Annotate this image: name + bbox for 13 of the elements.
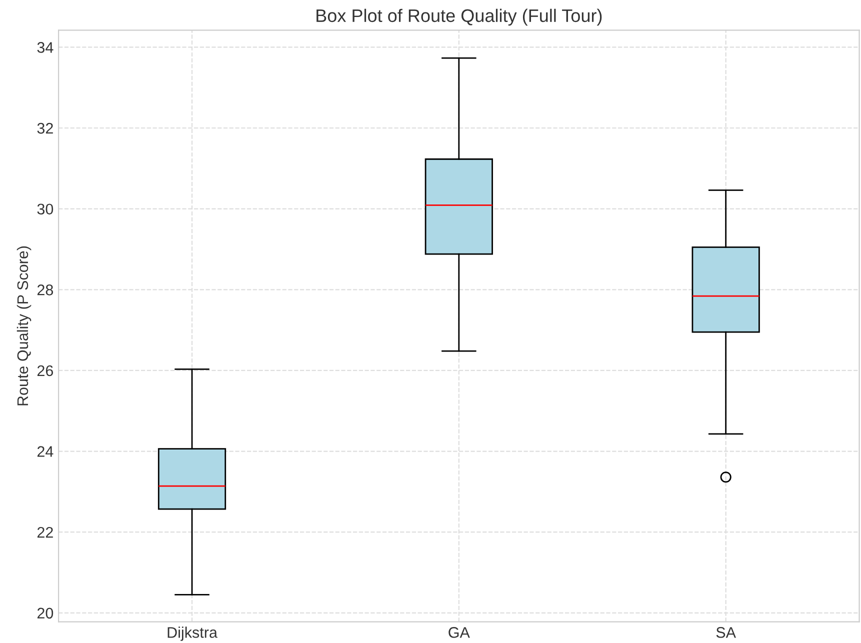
y-tick-label: 30 [37,204,54,215]
chart-title: Box Plot of Route Quality (Full Tour) [316,8,602,26]
y-axis-title: Route Quality (P Score) [16,246,32,406]
y-tick-label: 22 [37,526,53,538]
y-tick-label: 26 [37,365,54,376]
y-tick-label: 24 [37,446,54,457]
x-tick-label: SA [716,627,736,638]
x-tick-label: Dijkstra [168,626,218,641]
x-tick-label: GA [448,627,470,638]
y-tick-label: 28 [37,284,54,296]
y-tick-label: 32 [37,122,53,134]
y-tick-label: 20 [37,608,54,619]
y-tick-label: 34 [37,42,54,53]
